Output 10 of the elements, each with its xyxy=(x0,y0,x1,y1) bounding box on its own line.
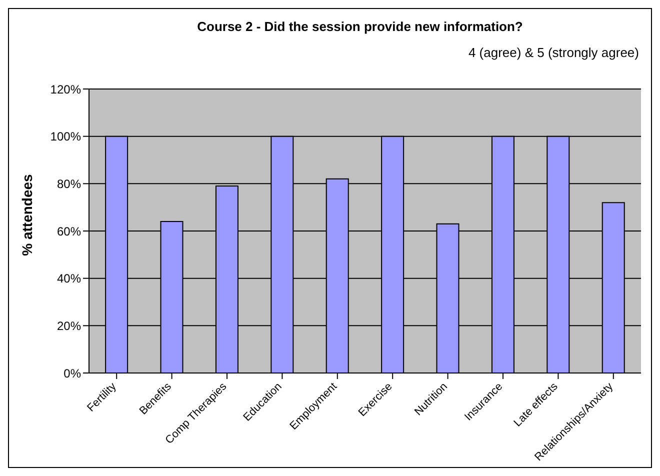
chart-title: Course 2 - Did the session provide new information? xyxy=(196,19,524,34)
y-tick-label: 100% xyxy=(50,130,82,144)
chart-subtitle: 4 (agree) & 5 (strongly agree) xyxy=(468,45,639,60)
y-tick-label: 120% xyxy=(50,82,82,96)
y-tick-label: 60% xyxy=(56,224,82,238)
y-tick-label: 20% xyxy=(56,318,82,333)
y-axis-title: % attendees xyxy=(19,174,36,256)
y-tick-label: 0% xyxy=(64,366,82,380)
y-tick-label: 40% xyxy=(56,272,82,286)
y-tick-label: 80% xyxy=(56,176,82,191)
